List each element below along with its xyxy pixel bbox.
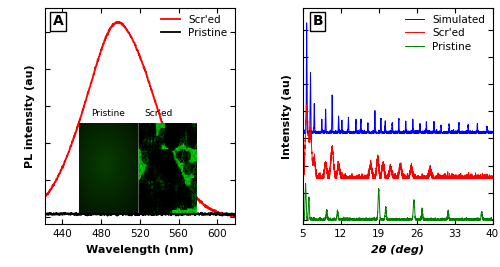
Pristine: [381, 218, 387, 222]
Line: Pristine: Pristine: [303, 184, 492, 220]
Text: Pristine: Pristine: [90, 109, 124, 118]
Simulated: [372, 129, 378, 132]
Simulated: [466, 127, 471, 130]
Pristine: [198, 211, 204, 214]
Legend: Scr'ed, Pristine: Scr'ed, Pristine: [159, 13, 230, 41]
Pristine: [153, 213, 159, 216]
X-axis label: 2θ (deg): 2θ (deg): [371, 245, 424, 255]
Pristine: [490, 218, 496, 221]
Line: Simulated: Simulated: [303, 23, 492, 133]
Scr'ed: [300, 176, 306, 179]
Scr'ed: [304, 103, 310, 107]
Pristine: [466, 217, 471, 221]
Scr'ed: [54, 178, 60, 182]
Simulated: [333, 131, 339, 134]
Pristine: [486, 218, 492, 221]
Text: 0.1%: 0.1%: [94, 195, 121, 205]
Pristine: [322, 218, 328, 221]
Scr'ed: [372, 169, 378, 172]
Pristine: [372, 218, 378, 221]
Text: 15%: 15%: [142, 195, 165, 205]
Text: Scr'ed: Scr'ed: [144, 109, 173, 118]
Scr'ed: [164, 136, 170, 140]
Simulated: [490, 130, 496, 133]
Scr'ed: [158, 120, 164, 123]
Scr'ed: [234, 214, 239, 218]
Line: Scr'ed: Scr'ed: [45, 22, 236, 217]
Legend: Simulated, Scr'ed, Pristine: Simulated, Scr'ed, Pristine: [403, 13, 487, 54]
Pristine: [302, 182, 308, 185]
Y-axis label: PL intensity (au): PL intensity (au): [24, 64, 34, 168]
Pristine: [232, 214, 237, 217]
Scr'ed: [333, 176, 339, 179]
Pristine: [234, 213, 239, 216]
Simulated: [381, 131, 387, 135]
Simulated: [322, 131, 328, 135]
Simulated: [486, 129, 492, 132]
Pristine: [188, 213, 194, 217]
Simulated: [300, 131, 306, 135]
X-axis label: Wavelength (nm): Wavelength (nm): [86, 245, 194, 255]
Scr'ed: [188, 189, 194, 192]
Pristine: [300, 218, 306, 222]
Text: B: B: [312, 14, 323, 29]
Scr'ed: [42, 195, 48, 198]
Pristine: [333, 218, 339, 222]
Scr'ed: [207, 207, 213, 210]
Scr'ed: [466, 177, 471, 180]
Pristine: [158, 213, 164, 217]
Scr'ed: [116, 20, 121, 23]
Scr'ed: [231, 215, 237, 218]
Pristine: [42, 212, 48, 215]
Text: A: A: [52, 14, 64, 29]
Simulated: [304, 21, 310, 25]
Scr'ed: [486, 175, 492, 179]
Line: Pristine: Pristine: [45, 213, 236, 216]
Pristine: [164, 212, 170, 215]
Pristine: [54, 213, 60, 216]
Scr'ed: [154, 104, 160, 107]
Line: Scr'ed: Scr'ed: [303, 105, 492, 179]
Scr'ed: [314, 177, 320, 180]
Scr'ed: [322, 163, 328, 166]
Y-axis label: Intensity (au): Intensity (au): [282, 74, 292, 159]
Scr'ed: [381, 164, 387, 167]
Scr'ed: [490, 176, 496, 180]
Pristine: [207, 212, 213, 215]
